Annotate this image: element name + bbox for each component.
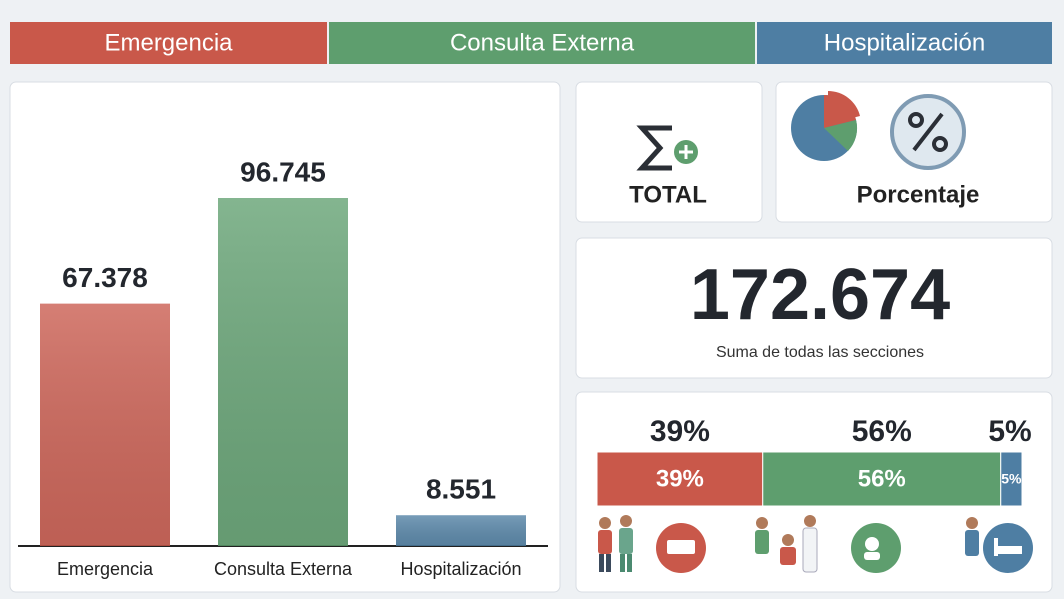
- header-tab-label: Emergencia: [104, 29, 233, 56]
- header-tab-label: Consulta Externa: [450, 29, 635, 56]
- percent-label: Porcentaje: [857, 181, 980, 208]
- segment-top-label: 5%: [988, 415, 1031, 448]
- total-label: TOTAL: [629, 181, 707, 208]
- segment-label: 39%: [656, 465, 704, 492]
- total-value: 172.674: [690, 255, 950, 335]
- segment-top-label: 39%: [650, 415, 710, 448]
- bar-value-label: 67.378: [62, 262, 148, 293]
- dashboard: TOTAL Porcentaje 172.674 Suma de todas l…: [0, 0, 1064, 599]
- segment-label: 5%: [1001, 471, 1022, 487]
- x-tick-label: Emergencia: [57, 559, 154, 579]
- bar-shade: [218, 198, 348, 546]
- percent-icon: [892, 96, 964, 168]
- segment-top-label: 56%: [852, 415, 912, 448]
- header-tab-label: Hospitalización: [824, 29, 985, 56]
- bar-value-label: 8.551: [426, 474, 496, 505]
- x-tick-label: Consulta Externa: [214, 559, 353, 579]
- bar-value-label: 96.745: [240, 156, 326, 187]
- total-caption: Suma de todas las secciones: [716, 344, 924, 361]
- bar-shade: [40, 304, 170, 546]
- x-tick-label: Hospitalización: [400, 559, 521, 579]
- segment-label: 56%: [858, 465, 906, 492]
- bar-shade: [396, 515, 526, 546]
